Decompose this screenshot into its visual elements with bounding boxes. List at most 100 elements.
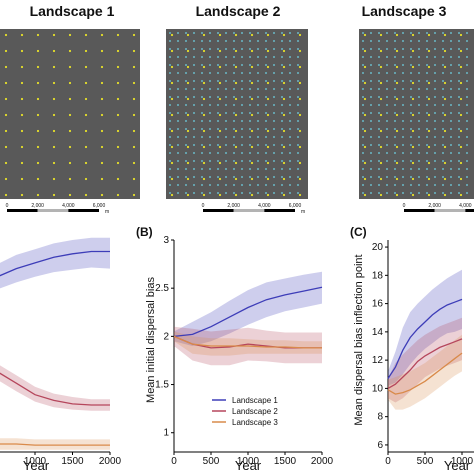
map-background [359,29,474,199]
habitat-dot [379,193,383,197]
habitat-dot [177,168,179,170]
habitat-dot [450,48,452,50]
habitat-dot [266,49,270,53]
habitat-dot [234,161,238,165]
habitat-dot [84,145,88,149]
scalebar-tick-label: 2,000 [227,203,240,209]
habitat-dot [68,193,72,197]
habitat-dot [266,145,270,149]
habitat-dot [386,120,388,122]
habitat-dot [249,168,251,170]
habitat-dot [249,160,251,162]
habitat-dot [201,120,203,122]
habitat-dot [426,56,428,58]
habitat-dot [458,176,460,178]
habitat-dot [434,192,436,194]
habitat-dot [402,72,404,74]
habitat-dot [458,80,460,82]
habitat-dot [186,65,190,69]
habitat-dot [289,48,291,50]
habitat-dot [201,32,203,34]
habitat-dot [386,104,388,106]
habitat-dot [84,177,88,181]
habitat-dot [442,64,444,66]
habitat-dot [379,49,383,53]
habitat-dot [434,128,436,130]
habitat-dot [418,64,420,66]
habitat-dot [193,136,195,138]
habitat-dot [394,72,396,74]
habitat-dot [466,56,468,58]
habitat-dot [411,49,415,53]
habitat-dot [202,97,206,101]
habitat-dot [218,113,222,117]
habitat-dot [209,96,211,98]
habitat-dot [250,49,254,53]
habitat-dot [233,80,235,82]
habitat-dot [394,48,396,50]
habitat-dot [370,192,372,194]
chart-b-ylabel: Mean initial dispersal bias [145,277,157,403]
habitat-dot [241,168,243,170]
habitat-dot [418,56,420,58]
habitat-dot [410,192,412,194]
habitat-dot [466,32,468,34]
habitat-dot [281,160,283,162]
habitat-dot [52,145,56,149]
habitat-dot [169,64,171,66]
habitat-dot [426,168,428,170]
habitat-dot [273,160,275,162]
habitat-dot [225,184,227,186]
habitat-dot [68,129,72,133]
habitat-dot [379,145,383,149]
habitat-dot [170,145,174,149]
habitat-dot [201,128,203,130]
habitat-dot [185,48,187,50]
habitat-dot [281,168,283,170]
habitat-dot [257,144,259,146]
habitat-dot [297,48,299,50]
habitat-dot [234,65,238,69]
scalebar-segment [233,209,265,212]
habitat-dot [84,97,88,101]
habitat-dot [201,112,203,114]
habitat-dot [298,81,302,85]
scalebar-tick-label: 0 [202,203,205,209]
habitat-dot [170,113,174,117]
habitat-dot [289,80,291,82]
habitat-dot [418,40,420,42]
habitat-dot [201,168,203,170]
habitat-dot [458,136,460,138]
habitat-dot [68,113,72,117]
habitat-dot [434,88,436,90]
habitat-dot [241,152,243,154]
habitat-dot [185,160,187,162]
habitat-dot [217,128,219,130]
habitat-dot [466,136,468,138]
habitat-dot [225,112,227,114]
habitat-dot [20,33,24,37]
habitat-dot [234,81,238,85]
habitat-dot [395,65,399,69]
habitat-dot [249,88,251,90]
habitat-dot [186,33,190,37]
habitat-dot [450,120,452,122]
habitat-dot [362,176,364,178]
habitat-dot [426,184,428,186]
habitat-dot [209,184,211,186]
habitat-dot [443,33,447,37]
habitat-dot [185,72,187,74]
habitat-dot [450,40,452,42]
habitat-dot [297,176,299,178]
habitat-dot [298,33,302,37]
habitat-dot [443,177,447,181]
habitat-dot [116,65,120,69]
habitat-dot [209,40,211,42]
habitat-dot [234,97,238,101]
habitat-dot [241,48,243,50]
habitat-dot [282,81,286,85]
habitat-dot [202,145,206,149]
habitat-dot [411,81,415,85]
habitat-dot [426,40,428,42]
